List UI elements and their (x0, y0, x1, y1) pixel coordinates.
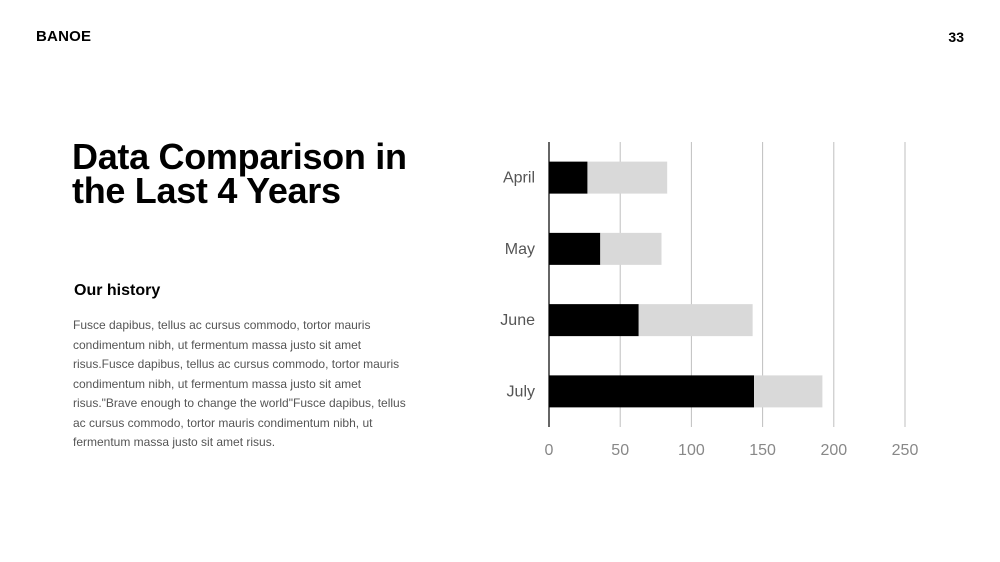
slide-title: Data Comparison in the Last 4 Years (72, 136, 407, 211)
x-tick-label: 50 (611, 442, 629, 459)
stacked-bar-chart: April May June July 0 50 100 150 200 250 (500, 142, 919, 459)
bar-segment (549, 161, 588, 194)
page-number: 33 (948, 29, 964, 45)
body-paragraph: Fusce dapibus, tellus ac cursus commodo,… (73, 318, 406, 449)
category-label: May (505, 241, 535, 258)
x-tick-label: 100 (678, 442, 705, 459)
x-tick-label: 150 (749, 442, 776, 459)
category-label: June (500, 312, 535, 329)
bar-segment (754, 375, 823, 408)
bar-segment (600, 232, 662, 265)
category-label: July (507, 383, 535, 400)
bar-segment (549, 304, 639, 337)
bar-segment (638, 304, 753, 337)
section-subtitle: Our history (74, 282, 161, 299)
bar-segment (549, 375, 755, 408)
x-tick-label: 250 (892, 442, 919, 459)
x-tick-label: 0 (545, 442, 554, 459)
bar-segment (549, 232, 601, 265)
category-label: April (503, 170, 535, 187)
bar-segment (587, 161, 668, 194)
x-tick-label: 200 (820, 442, 847, 459)
brand-logo-text: BANOE (36, 28, 92, 45)
